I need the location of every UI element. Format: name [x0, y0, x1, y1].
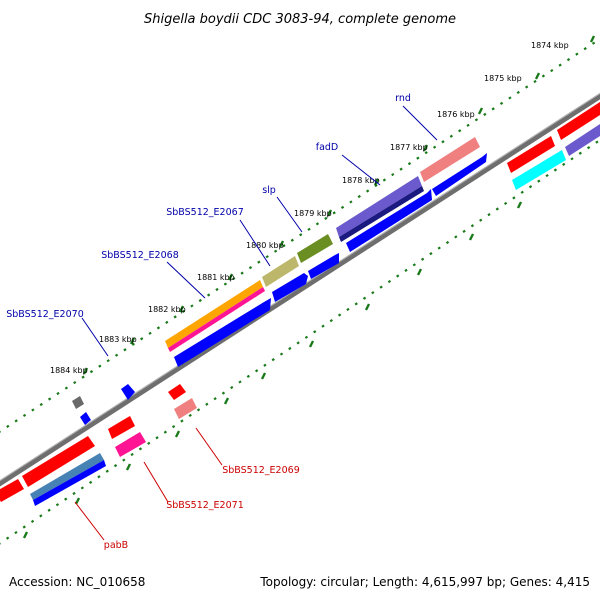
- gene-feature[interactable]: [0, 479, 24, 502]
- label-leader-lines: [74, 105, 438, 541]
- kbp-label: 1882 kbp: [148, 305, 186, 314]
- kbp-label: 1874 kbp: [531, 41, 569, 50]
- kbp-label: 1884 kbp: [50, 366, 88, 375]
- gene-feature[interactable]: [565, 124, 600, 156]
- map-title: Shigella boydii CDC 3083-94, complete ge…: [144, 12, 456, 27]
- forward-strand-features: [72, 102, 600, 409]
- gene-label-e2069[interactable]: SbBS512_E2069: [222, 465, 300, 476]
- gene-label-e2067[interactable]: SbBS512_E2067: [166, 207, 244, 218]
- E2068-gene[interactable]: [165, 280, 263, 348]
- E2067-gene[interactable]: [262, 256, 299, 287]
- fadD-gene-dark[interactable]: [339, 186, 424, 242]
- E2071-gene[interactable]: [108, 416, 135, 439]
- slp-gene[interactable]: [297, 234, 333, 263]
- gene-label-e2068[interactable]: SbBS512_E2068: [101, 250, 179, 261]
- scale-labels: 1874 kbp 1875 kbp 1876 kbp 1877 kbp 1878…: [50, 41, 569, 375]
- major-ticks: [22, 35, 596, 539]
- genome-backbone: [0, 92, 600, 487]
- E2071-gene-pink[interactable]: [115, 432, 146, 457]
- kbp-label: 1877 kbp: [390, 143, 428, 152]
- kbp-label: 1879 kbp: [294, 209, 332, 218]
- gene-label-fadD[interactable]: fadD: [316, 142, 339, 153]
- gene-label-rnd[interactable]: rnd: [395, 93, 411, 104]
- gene-feature[interactable]: [346, 189, 432, 252]
- gene-feature[interactable]: [121, 384, 135, 400]
- fadD-gene[interactable]: [336, 176, 422, 237]
- gene-feature[interactable]: [22, 436, 95, 487]
- kbp-label: 1880 kbp: [246, 241, 284, 250]
- rnd-gene[interactable]: [420, 137, 480, 182]
- gene-label-slp[interactable]: slp: [262, 185, 276, 196]
- gene-labels: rnd fadD slp SbBS512_E2067 SbBS512_E2068…: [6, 93, 411, 551]
- E2069-gene[interactable]: [168, 384, 186, 400]
- kbp-label: 1876 kbp: [437, 110, 475, 119]
- pabB-gene-blue[interactable]: [33, 460, 106, 506]
- gene-feature[interactable]: [308, 253, 339, 279]
- gene-feature[interactable]: [80, 412, 91, 425]
- gene-label-e2071[interactable]: SbBS512_E2071: [166, 500, 244, 511]
- gene-feature[interactable]: [72, 396, 84, 409]
- topology-summary: Topology: circular; Length: 4,615,997 bp…: [259, 575, 590, 589]
- gene-feature[interactable]: [557, 102, 600, 140]
- outer-tick-ring: [0, 38, 600, 433]
- pabB-gene[interactable]: [30, 453, 104, 500]
- kbp-label: 1883 kbp: [99, 335, 137, 344]
- gene-feature[interactable]: [432, 153, 487, 196]
- gene-feature[interactable]: [512, 150, 566, 190]
- kbp-label: 1875 kbp: [484, 74, 522, 83]
- inner-tick-ring: [0, 139, 600, 545]
- E2068-gene-pink[interactable]: [168, 287, 265, 352]
- gene-label-pabB[interactable]: pabB: [104, 540, 128, 551]
- accession-text: Accession: NC_010658: [9, 575, 145, 589]
- gene-feature[interactable]: [174, 298, 271, 367]
- E2069-gene-pink[interactable]: [174, 398, 197, 419]
- gene-feature[interactable]: [507, 136, 555, 173]
- reverse-strand-features: [0, 153, 487, 506]
- gene-label-e2070[interactable]: SbBS512_E2070: [6, 309, 84, 320]
- kbp-label: 1881 kbp: [197, 273, 235, 282]
- gene-feature[interactable]: [272, 273, 308, 302]
- kbp-label: 1878 kbp: [342, 176, 380, 185]
